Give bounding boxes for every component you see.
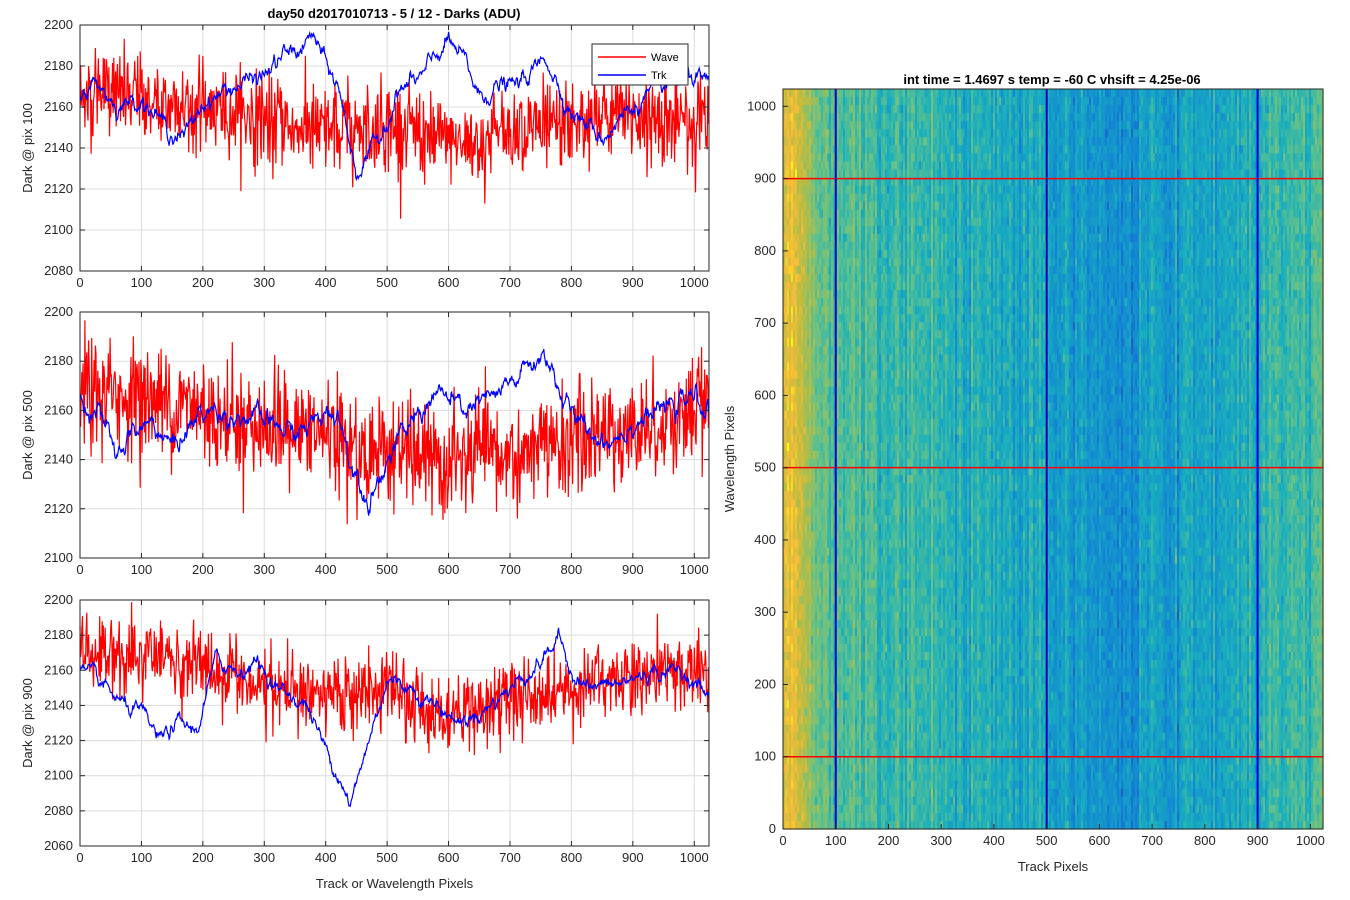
y-tick-label: 2100	[44, 550, 73, 565]
y-tick-label: 2160	[44, 402, 73, 417]
x-tick-label: 100	[131, 562, 153, 577]
y-tick-label: 2100	[44, 222, 73, 237]
figure-title: day50 d2017010713 - 5 / 12 - Darks (ADU)	[268, 6, 521, 21]
x-tick-label: 200	[192, 562, 214, 577]
y-axis-label: Dark @ pix 500	[20, 390, 35, 480]
x-tick-label: 600	[438, 275, 460, 290]
x-tick-label: 700	[499, 562, 521, 577]
x-tick-label: 0	[76, 275, 83, 290]
x-tick-label: 1000	[680, 850, 709, 865]
x-tick-label: 1000	[680, 562, 709, 577]
y-tick-label: 2180	[44, 627, 73, 642]
y-tick-label: 2080	[44, 263, 73, 278]
x-tick-label: 400	[315, 275, 337, 290]
x-tick-label: 600	[438, 562, 460, 577]
series-wave	[80, 602, 709, 755]
x-tick-label: 900	[622, 275, 644, 290]
series-wave	[80, 320, 709, 524]
y-tick-label: 2140	[44, 697, 73, 712]
x-tick-label: 500	[376, 562, 398, 577]
y-tick-label: 2120	[44, 181, 73, 196]
heatmap-cells	[783, 89, 1324, 830]
y-tick-label: 2200	[44, 304, 73, 319]
x-tick-label: 0	[76, 850, 83, 865]
x-tick-label: 700	[499, 275, 521, 290]
legend-trk-label: Trk	[651, 70, 667, 82]
x-tick-label: 400	[315, 562, 337, 577]
x-tick-label: 300	[253, 275, 275, 290]
x-tick-label: 400	[315, 850, 337, 865]
heatmap-title: int time = 1.4697 s temp = -60 C vhsift …	[903, 72, 1200, 87]
x-tick-label: 800	[561, 850, 583, 865]
series-lines	[80, 320, 709, 524]
y-tick-label: 2060	[44, 838, 73, 853]
y-tick-label: 2180	[44, 353, 73, 368]
x-axis-label: Track or Wavelength Pixels	[316, 876, 474, 891]
x-tick-label: 200	[192, 850, 214, 865]
x-tick-label: 900	[622, 850, 644, 865]
y-tick-label: 2080	[44, 803, 73, 818]
x-tick-label: 500	[376, 275, 398, 290]
x-tick-label: 300	[253, 850, 275, 865]
y-tick-label: 2200	[44, 17, 73, 32]
tick-labels: 0 100 200 300 400 500 600 700 800 900 1000 2060 2080…	[44, 592, 709, 865]
line-plot-pix-100: day50 d2017010713 - 5 / 12 - Darks (ADU)…	[20, 6, 709, 290]
x-tick-label: 100	[131, 850, 153, 865]
x-tick-label: 800	[561, 275, 583, 290]
y-tick-label: 2160	[44, 99, 73, 114]
x-tick-label: 0	[76, 562, 83, 577]
x-tick-label: 700	[499, 850, 521, 865]
y-tick-label: 2140	[44, 452, 73, 467]
x-tick-label: 500	[376, 850, 398, 865]
y-tick-label: 2140	[44, 140, 73, 155]
y-tick-label: 2120	[44, 733, 73, 748]
y-axis-label: Dark @ pix 900	[20, 678, 35, 768]
y-tick-label: 2200	[44, 592, 73, 607]
legend-box	[592, 44, 688, 85]
x-tick-label: 900	[622, 562, 644, 577]
line-plot-pix-500: 0 100 200 300 400 500 600 700 800 900 1000 2100 2120…	[20, 304, 709, 577]
y-tick-label: 2180	[44, 58, 73, 73]
x-tick-label: 600	[438, 850, 460, 865]
x-tick-label: 300	[253, 562, 275, 577]
y-axis-label: Dark @ pix 100	[20, 103, 35, 193]
x-tick-label: 800	[561, 562, 583, 577]
legend: Wave Trk	[592, 44, 688, 85]
series-trk	[80, 628, 709, 806]
legend-wave-label: Wave	[651, 52, 679, 64]
y-tick-label: 2120	[44, 501, 73, 516]
x-tick-label: 200	[192, 275, 214, 290]
x-tick-label: 1000	[680, 275, 709, 290]
y-tick-label: 2100	[44, 768, 73, 783]
y-tick-label: 2160	[44, 662, 73, 677]
x-tick-label: 100	[131, 275, 153, 290]
heatmap-dark-frame: int time = 1.4697 s temp = -60 C vhsift …	[722, 72, 1325, 874]
line-plot-pix-900: 0 100 200 300 400 500 600 700 800 900 1000 2060 2080…	[20, 592, 709, 891]
